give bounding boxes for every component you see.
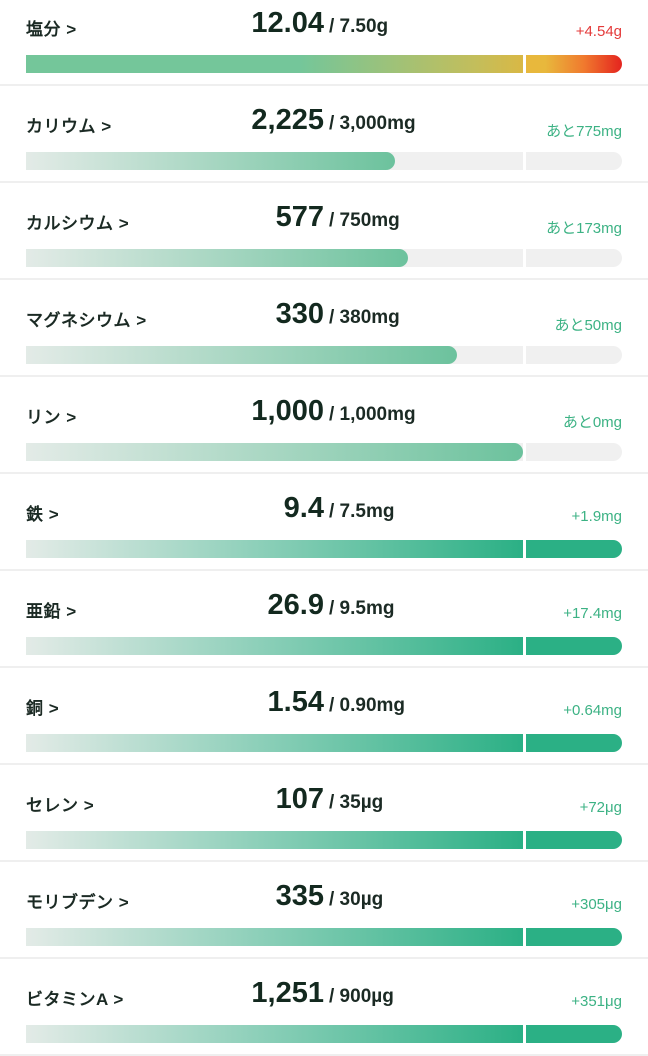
- target-value: / 750mg: [329, 210, 400, 231]
- progress-bar: [26, 346, 622, 364]
- intake-value: 330: [275, 298, 324, 330]
- intake-value: 1,000: [251, 395, 324, 427]
- progress-track: [26, 1025, 523, 1043]
- target-value: / 7.50g: [329, 16, 389, 37]
- intake-value: 12.04: [251, 7, 324, 39]
- excess-segment: [526, 249, 622, 267]
- progress-bar: [26, 637, 622, 655]
- nutrient-row[interactable]: カリウム > 2,225/ 3,000mg あと775mg: [0, 86, 648, 183]
- remainder-text: あと50mg: [554, 317, 622, 334]
- nutrient-row[interactable]: 塩分 > 12.04/ 7.50g +4.54g: [0, 0, 648, 86]
- nutrient-row[interactable]: 鉄 > 9.4/ 7.5mg +1.9mg: [0, 474, 648, 571]
- progress-track: [26, 734, 523, 752]
- nutrient-row[interactable]: 亜鉛 > 26.9/ 9.5mg +17.4mg: [0, 571, 648, 668]
- progress-fill: [26, 1025, 523, 1043]
- target-value: / 7.5mg: [329, 501, 395, 522]
- nutrient-label[interactable]: ビタミンA >: [26, 990, 124, 1009]
- progress-bar: [26, 1025, 622, 1043]
- nutrient-label[interactable]: 鉄 >: [26, 505, 60, 524]
- nutrient-label[interactable]: リン >: [26, 408, 77, 427]
- nutrient-row[interactable]: モリブデン > 335/ 30µg +305μg: [0, 862, 648, 959]
- progress-track: [26, 443, 523, 461]
- nutrient-row[interactable]: 銅 > 1.54/ 0.90mg +0.64mg: [0, 668, 648, 765]
- nutrient-label[interactable]: モリブデン >: [26, 893, 130, 912]
- nutrient-row[interactable]: ビタミンA > 1,251/ 900µg +351μg: [0, 959, 648, 1056]
- nutrient-label[interactable]: カルシウム >: [26, 214, 130, 233]
- progress-fill: [26, 152, 395, 170]
- progress-bar: [26, 55, 622, 73]
- nutrient-row[interactable]: マグネシウム > 330/ 380mg あと50mg: [0, 280, 648, 377]
- progress-track: [26, 928, 523, 946]
- intake-value: 2,225: [251, 104, 324, 136]
- target-value: / 380mg: [329, 307, 400, 328]
- progress-track: [26, 55, 523, 73]
- remainder-text: あと173mg: [546, 220, 622, 237]
- excess-segment: [526, 734, 622, 752]
- target-value: / 3,000mg: [329, 113, 416, 134]
- progress-fill: [26, 540, 523, 558]
- nutrient-label[interactable]: 銅 >: [26, 699, 60, 718]
- remainder-text: +72μg: [579, 799, 622, 816]
- remainder-text: あと0mg: [562, 414, 622, 431]
- remainder-text: あと775mg: [546, 123, 622, 140]
- remainder-text: +305μg: [571, 896, 622, 913]
- progress-track: [26, 831, 523, 849]
- remainder-text: +17.4mg: [563, 605, 622, 622]
- progress-fill: [26, 249, 409, 267]
- excess-segment: [526, 346, 622, 364]
- progress-bar: [26, 540, 622, 558]
- remainder-text: +351μg: [571, 993, 622, 1010]
- progress-track: [26, 637, 523, 655]
- nutrient-label[interactable]: 亜鉛 >: [26, 602, 77, 621]
- intake-value: 107: [275, 783, 324, 815]
- progress-track: [26, 346, 523, 364]
- excess-segment: [526, 55, 622, 73]
- progress-fill: [26, 443, 523, 461]
- progress-fill: [26, 346, 458, 364]
- remainder-text: +4.54g: [575, 23, 622, 40]
- progress-fill: [26, 637, 523, 655]
- target-value: / 900µg: [329, 986, 394, 1007]
- excess-segment: [526, 831, 622, 849]
- excess-segment: [526, 1025, 622, 1043]
- progress-bar: [26, 734, 622, 752]
- target-value: / 1,000mg: [329, 404, 416, 425]
- nutrient-label[interactable]: 塩分 >: [26, 20, 77, 39]
- intake-value: 577: [275, 201, 324, 233]
- intake-value: 1,251: [251, 977, 324, 1009]
- intake-value: 335: [275, 880, 324, 912]
- nutrient-row[interactable]: カルシウム > 577/ 750mg あと173mg: [0, 183, 648, 280]
- target-value: / 9.5mg: [329, 598, 395, 619]
- target-value: / 0.90mg: [329, 695, 406, 716]
- nutrient-label[interactable]: マグネシウム >: [26, 311, 147, 330]
- intake-value: 1.54: [267, 686, 324, 718]
- target-value: / 30µg: [329, 889, 384, 910]
- intake-value: 26.9: [267, 589, 324, 621]
- progress-bar: [26, 928, 622, 946]
- nutrient-row[interactable]: セレン > 107/ 35µg +72μg: [0, 765, 648, 862]
- progress-bar: [26, 152, 622, 170]
- progress-track: [26, 540, 523, 558]
- progress-fill: [26, 928, 523, 946]
- excess-segment: [526, 540, 622, 558]
- excess-segment: [526, 152, 622, 170]
- nutrient-row[interactable]: リン > 1,000/ 1,000mg あと0mg: [0, 377, 648, 474]
- excess-segment: [526, 637, 622, 655]
- progress-track: [26, 152, 523, 170]
- excess-segment: [526, 928, 622, 946]
- progress-bar: [26, 249, 622, 267]
- intake-value: 9.4: [283, 492, 324, 524]
- progress-track: [26, 249, 523, 267]
- remainder-text: +0.64mg: [563, 702, 622, 719]
- progress-fill: [26, 734, 523, 752]
- target-value: / 35µg: [329, 792, 384, 813]
- progress-fill: [26, 831, 523, 849]
- progress-bar: [26, 443, 622, 461]
- remainder-text: +1.9mg: [571, 508, 622, 525]
- nutrient-label[interactable]: セレン >: [26, 796, 95, 815]
- progress-bar: [26, 831, 622, 849]
- excess-segment: [526, 443, 622, 461]
- nutrient-label[interactable]: カリウム >: [26, 117, 112, 136]
